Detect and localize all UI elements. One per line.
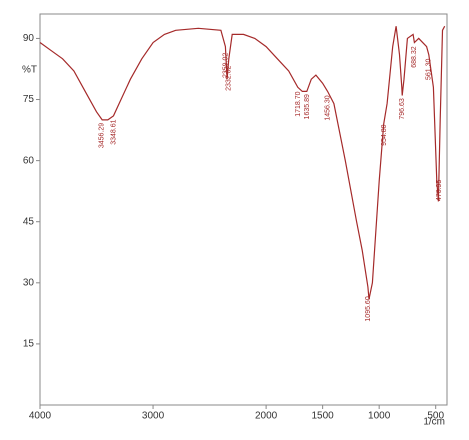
- peak-label: 1718.70: [295, 91, 302, 116]
- peak-label: 470.95: [436, 180, 443, 202]
- y-tick-label: 90: [23, 33, 35, 44]
- peak-label: 1095.60: [365, 296, 372, 321]
- x-axis-label: 1/cm: [423, 417, 445, 428]
- peak-label: 3456.29: [98, 123, 105, 148]
- spectrum-line: [39, 25, 446, 300]
- peak-label: 954.80: [381, 124, 388, 146]
- y-axis-label: %T: [22, 65, 37, 76]
- peak-label: 1456.30: [324, 95, 331, 120]
- peak-label: 561.30: [426, 59, 433, 81]
- plot-frame: [39, 13, 448, 406]
- y-tick-label: 30: [23, 277, 35, 288]
- x-tick-label: 2000: [255, 411, 278, 422]
- y-tick-label: 75: [23, 94, 35, 105]
- peak-label: 2359.02: [222, 53, 229, 78]
- x-tick-label: 4000: [29, 411, 52, 422]
- peak-label: 796.63: [399, 98, 406, 120]
- peak-label: 1635.89: [304, 94, 311, 119]
- peak-label: 3348.61: [110, 119, 117, 144]
- peak-label: 2332.02: [225, 65, 232, 90]
- y-tick-label: 60: [23, 155, 35, 166]
- peak-label: 688.32: [411, 46, 418, 68]
- x-tick-label: 3000: [142, 411, 165, 422]
- y-tick-label: 45: [23, 216, 35, 227]
- x-tick-label: 1500: [312, 411, 335, 422]
- x-tick-label: 500: [427, 411, 444, 422]
- y-tick-label: 15: [23, 339, 35, 350]
- x-tick-label: 1000: [368, 411, 391, 422]
